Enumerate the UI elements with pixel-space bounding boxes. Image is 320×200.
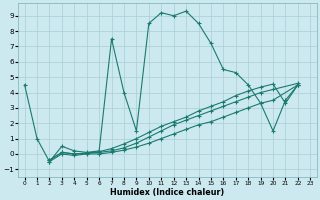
X-axis label: Humidex (Indice chaleur): Humidex (Indice chaleur) [110,188,225,197]
